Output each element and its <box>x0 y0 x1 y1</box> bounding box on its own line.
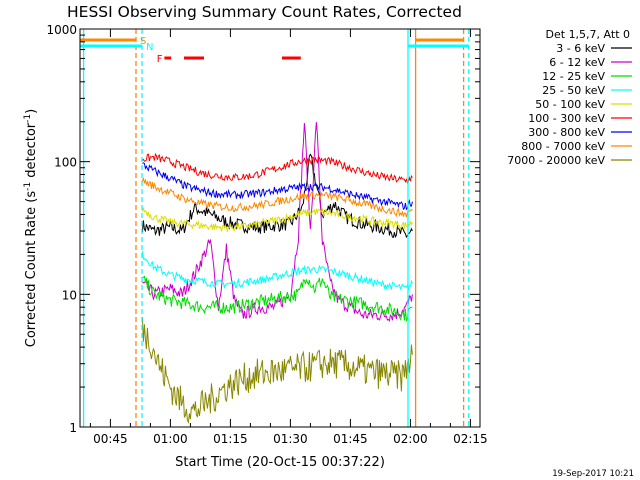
x-tick-label-3: 01:15 <box>213 432 248 446</box>
x-axis-label: Start Time (20-Oct-15 00:37:22) <box>175 455 385 470</box>
series-line-8 <box>141 177 413 218</box>
bar-label-n: N <box>146 42 153 53</box>
series-line-5 <box>141 207 413 233</box>
chart-title: HESSI Observing Summary Count Rates, Cor… <box>67 3 462 21</box>
y-tick-label-2: 10 <box>62 288 77 302</box>
x-tick-label-1: 00:45 <box>93 432 128 446</box>
series-line-7 <box>142 162 413 211</box>
legend-entry-2: 6 - 12 keV <box>549 56 605 69</box>
series-line-6 <box>142 152 413 184</box>
legend-entry-5: 50 - 100 keV <box>535 98 605 111</box>
series-line-9 <box>141 317 413 424</box>
series-line-3 <box>142 275 413 322</box>
legend-entry-8: 800 - 7000 keV <box>521 140 605 153</box>
y-axis-label: Corrected Count Rate (s-1 detector-1) <box>23 109 39 347</box>
legend-entry-9: 7000 - 20000 keV <box>507 154 605 167</box>
x-tick-label-7: 02:15 <box>453 432 488 446</box>
y-tick-label-3: 100 <box>54 156 77 170</box>
series-line-4 <box>141 250 413 291</box>
legend-entry-1: 3 - 6 keV <box>556 42 605 55</box>
y-axis-label-sup1: -1 <box>23 182 33 191</box>
legend-header: Det 1,5,7, Att 0 <box>546 28 630 41</box>
bar-label-f: F <box>157 54 163 65</box>
y-axis-label-main: Corrected Count Rate (s <box>24 191 39 348</box>
y-tick-label-1: 1 <box>69 421 77 435</box>
axes: 00:45 01:00 01:15 01:30 01:45 02:00 02:15 1 10 10… <box>46 23 487 446</box>
x-tick-label-5: 01:45 <box>333 432 368 446</box>
y-axis-label-mid: detector <box>24 122 39 182</box>
x-tick-label-2: 01:00 <box>153 432 188 446</box>
legend-entry-3: 12 - 25 keV <box>542 70 605 83</box>
legend-entry-6: 100 - 300 keV <box>528 112 605 125</box>
series-layer <box>141 122 413 424</box>
x-tick-label-4: 01:30 <box>273 432 308 446</box>
plot-frame <box>79 28 481 428</box>
attenuator-bars: SNF <box>80 36 469 65</box>
legend-entry-7: 300 - 800 keV <box>528 126 605 139</box>
y-axis-label-end: ) <box>24 109 39 114</box>
annotation-layer <box>82 29 470 427</box>
series-line-1 <box>141 153 413 239</box>
legend-entry-4: 25 - 50 keV <box>542 84 605 97</box>
bar-label-s: S <box>140 36 146 47</box>
y-tick-label-4: 1000 <box>46 23 77 37</box>
timestamp: 19-Sep-2017 10:21 <box>552 469 634 479</box>
y-axis-label-sup2: -1 <box>23 114 33 123</box>
x-tick-label-6: 02:00 <box>393 432 428 446</box>
